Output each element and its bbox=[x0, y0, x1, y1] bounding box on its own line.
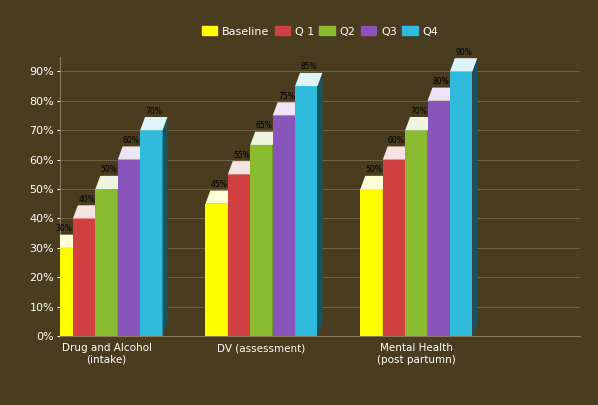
Polygon shape bbox=[405, 130, 428, 336]
Polygon shape bbox=[428, 117, 432, 336]
Polygon shape bbox=[228, 161, 255, 175]
Polygon shape bbox=[51, 248, 73, 336]
Polygon shape bbox=[295, 73, 322, 86]
Polygon shape bbox=[295, 102, 300, 336]
Polygon shape bbox=[206, 190, 233, 204]
Polygon shape bbox=[118, 176, 123, 336]
Polygon shape bbox=[95, 205, 100, 336]
Polygon shape bbox=[73, 234, 78, 336]
Polygon shape bbox=[383, 147, 410, 160]
Text: 30%: 30% bbox=[56, 224, 72, 233]
Polygon shape bbox=[228, 190, 233, 336]
Text: 40%: 40% bbox=[78, 195, 95, 204]
Polygon shape bbox=[140, 117, 167, 130]
Polygon shape bbox=[428, 101, 450, 336]
Text: 70%: 70% bbox=[410, 107, 427, 115]
Polygon shape bbox=[361, 176, 388, 189]
Text: 70%: 70% bbox=[145, 107, 162, 115]
Polygon shape bbox=[273, 115, 295, 336]
Text: 65%: 65% bbox=[255, 121, 272, 130]
Polygon shape bbox=[383, 176, 388, 336]
Polygon shape bbox=[95, 176, 123, 189]
Text: 75%: 75% bbox=[278, 92, 295, 101]
Polygon shape bbox=[472, 58, 477, 336]
Polygon shape bbox=[450, 71, 472, 336]
Text: 60%: 60% bbox=[388, 136, 405, 145]
Text: 80%: 80% bbox=[433, 77, 450, 86]
Polygon shape bbox=[73, 218, 95, 336]
Text: 45%: 45% bbox=[210, 180, 227, 189]
Polygon shape bbox=[428, 87, 455, 101]
Polygon shape bbox=[140, 130, 163, 336]
Text: 90%: 90% bbox=[455, 48, 472, 57]
Polygon shape bbox=[251, 132, 277, 145]
Polygon shape bbox=[251, 161, 255, 336]
Polygon shape bbox=[361, 189, 383, 336]
Polygon shape bbox=[405, 147, 410, 336]
Polygon shape bbox=[251, 145, 273, 336]
Text: 55%: 55% bbox=[233, 151, 250, 160]
Polygon shape bbox=[383, 160, 405, 336]
Polygon shape bbox=[206, 204, 228, 336]
Polygon shape bbox=[118, 160, 140, 336]
Text: 60%: 60% bbox=[123, 136, 140, 145]
Polygon shape bbox=[405, 117, 432, 130]
Text: 50%: 50% bbox=[365, 165, 383, 175]
Polygon shape bbox=[450, 58, 477, 71]
Polygon shape bbox=[95, 189, 118, 336]
Text: 85%: 85% bbox=[300, 62, 317, 71]
Text: 50%: 50% bbox=[100, 165, 117, 175]
Polygon shape bbox=[51, 234, 78, 248]
Polygon shape bbox=[273, 132, 277, 336]
Polygon shape bbox=[295, 86, 318, 336]
Polygon shape bbox=[73, 205, 100, 218]
Legend: Baseline, Q 1, Q2, Q3, Q4: Baseline, Q 1, Q2, Q3, Q4 bbox=[199, 23, 441, 40]
Polygon shape bbox=[163, 117, 167, 336]
Polygon shape bbox=[140, 147, 145, 336]
Polygon shape bbox=[228, 175, 251, 336]
Polygon shape bbox=[118, 147, 145, 160]
Polygon shape bbox=[273, 102, 300, 115]
Polygon shape bbox=[450, 87, 455, 336]
Polygon shape bbox=[318, 73, 322, 336]
